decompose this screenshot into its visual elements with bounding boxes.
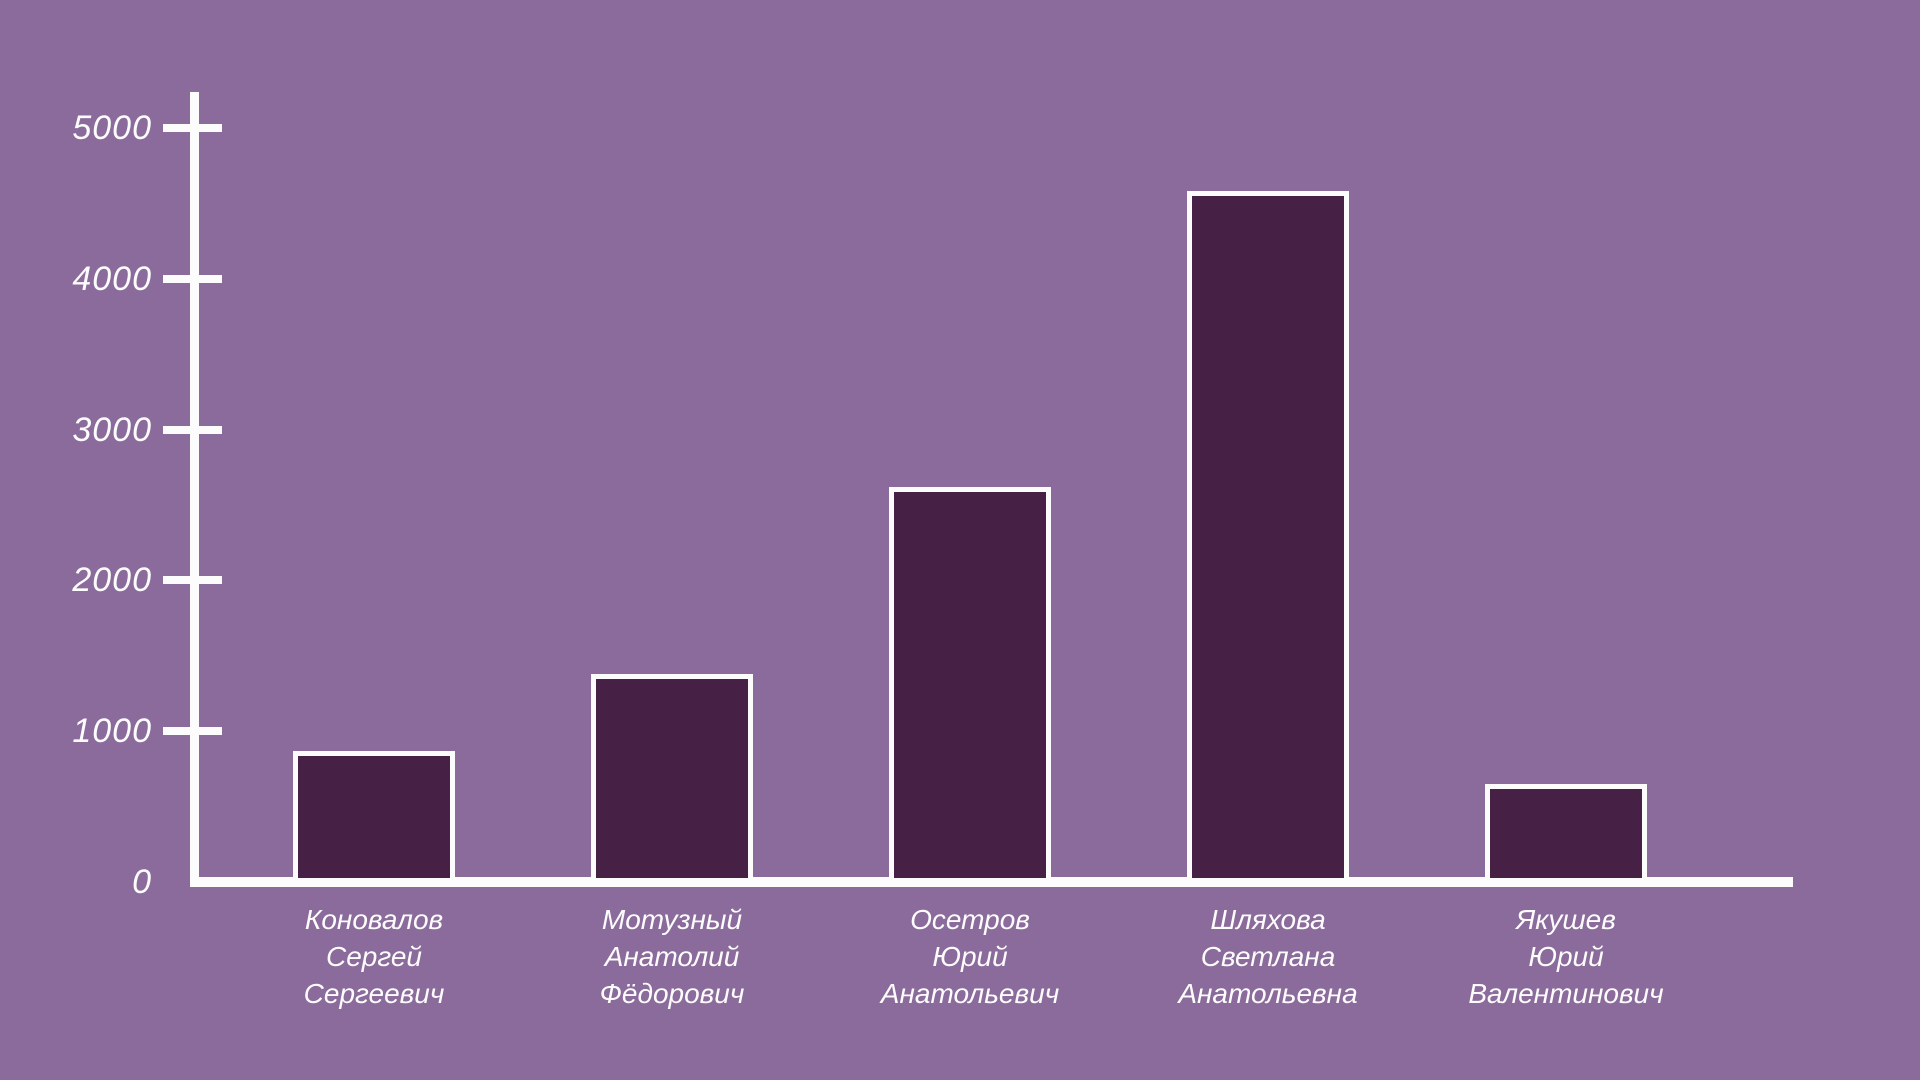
x-category-label: Мотузный Анатолий Фёдорович	[512, 901, 832, 1012]
y-tick	[163, 727, 222, 735]
x-category-label-line: Осетров	[910, 904, 1030, 935]
x-category-label-line: Фёдорович	[599, 978, 745, 1009]
x-category-label-line: Анатолий	[604, 941, 740, 972]
y-tick	[163, 576, 222, 584]
y-tick-label: 1000	[72, 712, 152, 750]
x-category-label-line: Сергей	[325, 941, 422, 972]
x-category-label-line: Якушев	[1516, 904, 1616, 935]
bar-2	[591, 674, 753, 878]
y-tick-label: 2000	[72, 561, 152, 599]
x-category-label-line: Валентинович	[1468, 978, 1664, 1009]
x-category-label-line: Анатольевна	[1178, 978, 1358, 1009]
bar-3	[889, 487, 1051, 878]
y-tick-label: 0	[132, 863, 152, 901]
bar-5	[1485, 784, 1647, 878]
x-axis-line	[190, 877, 1793, 887]
bar-1	[293, 751, 455, 878]
y-tick	[163, 124, 222, 132]
x-category-label-line: Коновалов	[304, 904, 444, 935]
x-category-label-line: Мотузный	[601, 904, 743, 935]
y-tick	[163, 275, 222, 283]
y-tick	[163, 426, 222, 434]
x-category-label-line: Анатольевич	[880, 978, 1060, 1009]
x-category-label-line: Шляхова	[1210, 904, 1326, 935]
x-category-label-line: Сергеевич	[303, 978, 445, 1009]
y-tick-label: 5000	[72, 109, 152, 147]
x-category-label-line: Юрий	[1528, 941, 1604, 972]
x-category-label-line: Юрий	[932, 941, 1008, 972]
x-category-label: Коновалов Сергей Сергеевич	[214, 901, 534, 1012]
x-category-label: Якушев Юрий Валентинович	[1406, 901, 1726, 1012]
bar-4	[1187, 191, 1349, 878]
y-tick-label: 3000	[72, 411, 152, 449]
x-category-label: Осетров Юрий Анатольевич	[810, 901, 1130, 1012]
y-tick-label: 4000	[72, 260, 152, 298]
y-axis-line	[190, 92, 199, 887]
x-category-label-line: Светлана	[1200, 941, 1336, 972]
x-category-label: Шляхова Светлана Анатольевна	[1108, 901, 1428, 1012]
